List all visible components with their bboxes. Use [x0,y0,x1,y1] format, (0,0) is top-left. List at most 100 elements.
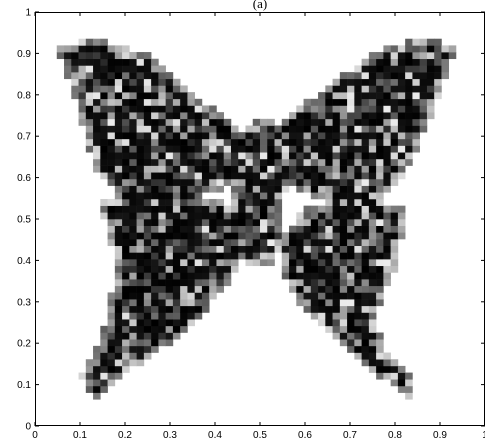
heatmap-cell [85,132,94,140]
heatmap-cell [434,92,442,100]
heatmap-cell [354,205,362,213]
heatmap-cell [368,299,377,307]
heatmap-cell [136,319,145,327]
x-tick-label: 0.7 [343,430,357,441]
heatmap-cell [339,292,348,300]
heatmap-cell [136,105,145,113]
heatmap-cell [397,152,406,160]
heatmap-cell [376,85,384,93]
heatmap-cell [383,185,391,193]
heatmap-cell [158,232,166,240]
heatmap-cell [129,319,137,327]
heatmap-cell [172,292,181,300]
heatmap-cell [397,158,406,166]
heatmap-cell [223,172,232,180]
heatmap-cell [194,219,203,226]
heatmap-cell [318,112,326,120]
heatmap-cell [238,165,246,173]
heatmap-cell [143,205,152,213]
heatmap-cell [397,112,406,120]
heatmap-cell [354,72,362,80]
heatmap-cell [347,165,355,173]
heatmap-cell [303,299,312,307]
heatmap-cell [419,112,428,120]
heatmap-cell [122,58,130,66]
heatmap-cell [122,158,130,166]
heatmap-cell [122,132,130,140]
heatmap-cell [303,305,312,313]
heatmap-cell [332,279,341,287]
heatmap-cell [158,292,166,300]
heatmap-cell [260,198,268,206]
heatmap-cell [361,158,370,166]
heatmap-cell [165,212,174,220]
heatmap-cell [165,132,174,140]
heatmap-cell [194,125,203,133]
heatmap-cell [143,132,152,140]
heatmap-cell [376,165,384,173]
heatmap-cell [339,118,348,126]
heatmap-cell [325,165,333,173]
heatmap-cell [390,125,399,133]
heatmap-cell [172,252,181,260]
heatmap-cell [296,225,304,233]
heatmap-cell [216,152,225,160]
heatmap-cell [223,245,232,253]
heatmap-cell [267,125,275,133]
heatmap-cell [252,178,261,186]
heatmap-cell [158,78,166,86]
heatmap-cell [303,152,312,160]
heatmap-cell [405,98,413,106]
y-tick-label: 0 [25,422,31,433]
heatmap-cell [107,212,116,220]
heatmap-cell [405,112,413,120]
heatmap-cell [325,305,333,313]
heatmap-cell [230,125,239,133]
heatmap-cell [180,279,188,287]
heatmap-cell [296,259,304,267]
heatmap-cell [267,172,275,180]
heatmap-cell [100,359,108,367]
heatmap-cell [376,145,384,153]
heatmap-cell [172,178,181,186]
heatmap-cell [368,112,377,120]
heatmap-cell [347,312,355,320]
heatmap-cell [85,125,94,133]
heatmap-cell [405,65,413,73]
heatmap-cell [303,112,312,120]
heatmap-cell [325,138,333,146]
heatmap-cell [412,145,420,153]
heatmap-cell [354,65,362,73]
heatmap-cell [201,172,210,180]
heatmap-cell [303,105,312,113]
heatmap-cell [136,292,145,300]
heatmap-cell [274,145,283,153]
heatmap-cell [412,85,420,93]
heatmap-cell [339,285,348,293]
heatmap-cell [158,252,166,260]
heatmap-cell [129,265,137,273]
heatmap-cell [107,158,116,166]
heatmap-cell [325,92,333,100]
heatmap-cell [354,279,362,287]
heatmap-cell [383,152,391,160]
heatmap-cell [216,279,225,287]
heatmap-cell [165,245,174,253]
heatmap-cell [122,85,130,93]
heatmap-cell [361,125,370,133]
heatmap-cell [201,112,210,120]
heatmap-cell [339,319,348,327]
heatmap-cell [180,259,188,267]
heatmap-cell [354,125,362,133]
heatmap-cell [165,332,174,340]
heatmap-cell [114,319,123,327]
heatmap-cell [172,279,181,287]
heatmap-cell [129,219,137,226]
heatmap-cell [158,92,166,100]
heatmap-cell [114,245,123,253]
heatmap-cell [281,158,290,166]
heatmap-cell [129,245,137,253]
heatmap-cell [71,58,79,66]
heatmap-cell [180,319,188,327]
heatmap-cell [165,225,174,233]
